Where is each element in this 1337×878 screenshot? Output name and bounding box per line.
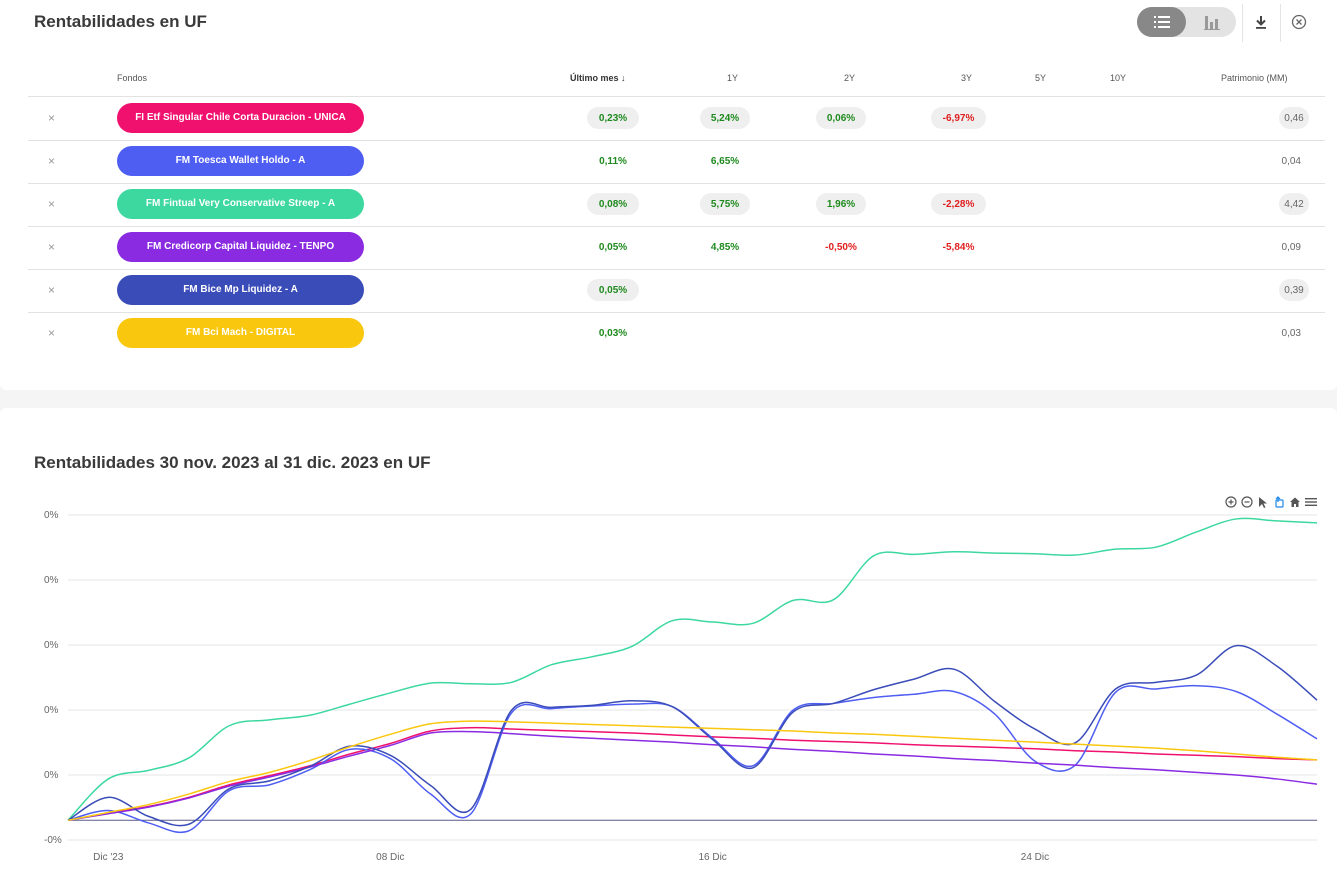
1y-value: 4,85% <box>710 241 740 253</box>
returns-chart-panel: Rentabilidades 30 nov. 2023 al 31 dic. 2… <box>0 408 1337 878</box>
select-icon[interactable] <box>1256 495 1270 509</box>
table-row: × FM Credicorp Capital Liquidez - TENPO … <box>28 226 1325 269</box>
fund-name-pill[interactable]: FM Bci Mach - DIGITAL <box>117 318 364 348</box>
table-row: × FM Bci Mach - DIGITAL 0,03% 0,03 <box>28 312 1325 355</box>
remove-fund-button[interactable]: × <box>48 154 56 168</box>
ultimo-mes-value: 0,05% <box>587 279 639 301</box>
chart-view-button[interactable] <box>1187 7 1236 37</box>
home-icon[interactable] <box>1288 495 1302 509</box>
ultimo-mes-value: 0,11% <box>599 155 627 167</box>
ultimo-mes-value: 0,08% <box>587 193 639 215</box>
1y-value: 6,65% <box>710 155 740 167</box>
download-button[interactable] <box>1246 7 1276 37</box>
1y-value: 5,24% <box>700 107 750 129</box>
table-row: × FM Fintual Very Conservative Streep - … <box>28 183 1325 226</box>
patrimonio-value: 0,09 <box>1281 241 1301 253</box>
column-header-5y[interactable]: 5Y <box>1035 73 1047 83</box>
table-row: × FM Toesca Wallet Holdo - A 0,11% 6,65%… <box>28 140 1325 183</box>
divider <box>28 140 1325 141</box>
2y-value: 0,06% <box>816 107 866 129</box>
remove-fund-button[interactable]: × <box>48 197 56 211</box>
bar-chart-icon <box>1203 16 1220 30</box>
table-row: × FM Bice Mp Liquidez - A 0,05% 0,39 <box>28 269 1325 312</box>
divider <box>28 312 1325 313</box>
column-header-2y[interactable]: 2Y <box>844 73 856 83</box>
patrimonio-value: 4,42 <box>1279 193 1309 215</box>
patrimonio-value: 0,46 <box>1279 107 1309 129</box>
column-header-fondos: Fondos <box>117 73 148 83</box>
3y-value: -6,97% <box>931 107 986 129</box>
ultimo-mes-value: 0,23% <box>587 107 639 129</box>
3y-value: -2,28% <box>931 193 986 215</box>
zoom-in-icon[interactable] <box>1224 495 1238 509</box>
fund-name-pill[interactable]: FM Credicorp Capital Liquidez - TENPO <box>117 232 364 262</box>
divider <box>28 96 1325 97</box>
remove-fund-button[interactable]: × <box>48 283 56 297</box>
fund-name-pill[interactable]: FM Fintual Very Conservative Streep - A <box>117 189 364 219</box>
pan-icon[interactable] <box>1272 495 1286 509</box>
column-header-3y[interactable]: 3Y <box>961 73 973 83</box>
divider <box>28 183 1325 184</box>
column-header-patrimonio[interactable]: Patrimonio (MM) <box>1221 73 1288 83</box>
1y-value: 5,75% <box>700 193 750 215</box>
list-icon <box>1153 16 1170 28</box>
fund-name-pill[interactable]: FM Toesca Wallet Holdo - A <box>117 146 364 176</box>
2y-value: 1,96% <box>816 193 866 215</box>
column-header-10y[interactable]: 10Y <box>1110 73 1127 83</box>
divider <box>28 226 1325 227</box>
chart-title: Rentabilidades 30 nov. 2023 al 31 dic. 2… <box>34 453 431 472</box>
returns-table-panel: Rentabilidades en UF Fondos <box>0 0 1337 390</box>
toolbar-divider <box>1280 4 1281 42</box>
remove-fund-button[interactable]: × <box>48 326 56 340</box>
chart-toolbar <box>1224 495 1318 509</box>
patrimonio-value: 0,04 <box>1281 155 1301 167</box>
view-toggle[interactable] <box>1137 7 1236 37</box>
2y-value: -0,50% <box>825 241 857 253</box>
ultimo-mes-value: 0,05% <box>598 241 628 253</box>
divider <box>28 269 1325 270</box>
column-header-ultimo-mes[interactable]: Último mes ↓ <box>570 73 626 83</box>
3y-value: -5,84% <box>942 241 975 253</box>
close-button[interactable] <box>1284 7 1314 37</box>
menu-icon[interactable] <box>1304 495 1318 509</box>
remove-fund-button[interactable]: × <box>48 111 56 125</box>
toolbar-divider <box>1242 4 1243 42</box>
remove-fund-button[interactable]: × <box>48 240 56 254</box>
table-title: Rentabilidades en UF <box>34 12 207 31</box>
column-header-1y[interactable]: 1Y <box>727 73 739 83</box>
download-icon <box>1256 16 1266 29</box>
patrimonio-value: 0,39 <box>1279 279 1309 301</box>
close-circle-icon <box>1291 14 1307 30</box>
fund-name-pill[interactable]: FM Bice Mp Liquidez - A <box>117 275 364 305</box>
table-row: × FI Etf Singular Chile Corta Duracion -… <box>28 97 1325 140</box>
patrimonio-value: 0,03 <box>1281 327 1301 339</box>
fund-name-pill[interactable]: FI Etf Singular Chile Corta Duracion - U… <box>117 103 364 133</box>
ultimo-mes-value: 0,03% <box>598 327 628 339</box>
zoom-out-icon[interactable] <box>1240 495 1254 509</box>
list-view-button[interactable] <box>1137 7 1186 37</box>
